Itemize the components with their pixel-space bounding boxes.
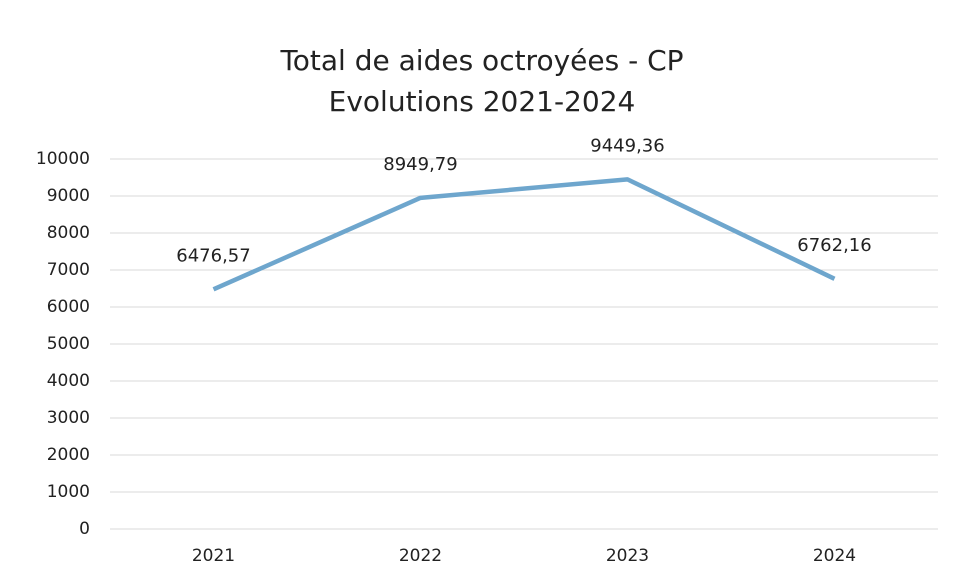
- y-tick-label: 5000: [47, 334, 90, 354]
- data-line: [212, 177, 836, 292]
- y-tick-label: 4000: [47, 371, 90, 391]
- y-tick-label: 6000: [47, 297, 90, 317]
- y-tick-label: 1000: [47, 482, 90, 502]
- x-tick-label: 2021: [192, 546, 235, 566]
- y-tick-label: 9000: [47, 186, 90, 206]
- y-tick-label: 7000: [47, 260, 90, 280]
- y-tick-label: 0: [79, 519, 90, 539]
- y-tick-label: 10000: [36, 149, 90, 169]
- data-label: 6476,57: [176, 245, 250, 266]
- chart-subtitle: Evolutions 2021-2024: [329, 85, 636, 118]
- x-tick-label: 2023: [606, 546, 649, 566]
- data-label: 8949,79: [383, 154, 457, 175]
- data-label: 9449,36: [590, 135, 664, 156]
- chart-title: Total de aides octroyées - CP: [279, 44, 683, 77]
- y-tick-label: 2000: [47, 445, 90, 465]
- x-tick-label: 2024: [813, 546, 856, 566]
- y-tick-label: 8000: [47, 223, 90, 243]
- data-label: 6762,16: [797, 235, 871, 256]
- y-tick-label: 3000: [47, 408, 90, 428]
- x-tick-label: 2022: [399, 546, 442, 566]
